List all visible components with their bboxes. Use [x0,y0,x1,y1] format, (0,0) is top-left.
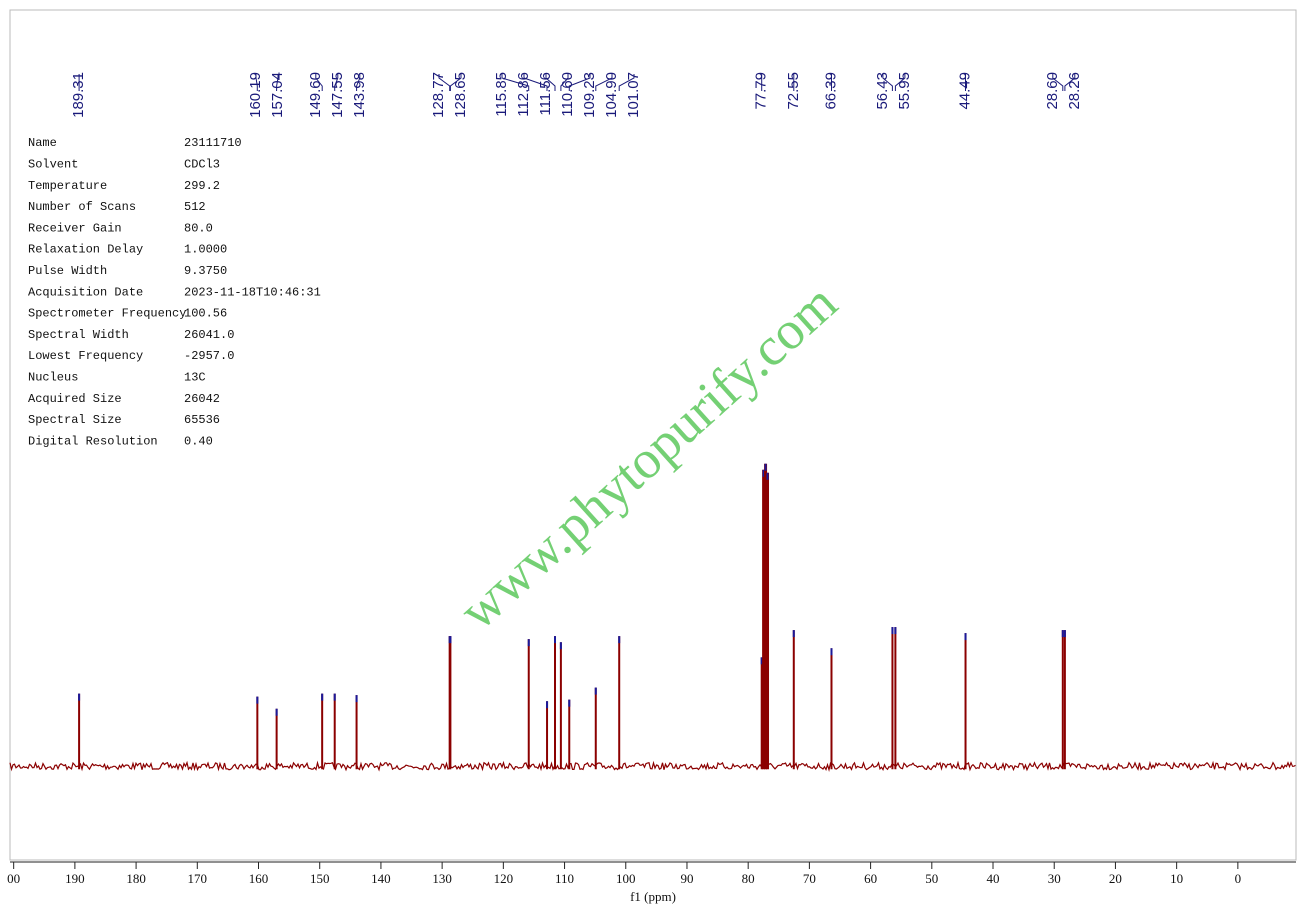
peak-label: 28.60 [1044,72,1061,110]
peak-label-connector [560,74,569,91]
param-value: 26042 [184,392,220,406]
peak-label: 160.19 [247,72,264,118]
x-axis-label: f1 (ppm) [630,889,676,904]
param-value: -2957.0 [184,349,234,363]
peak-label: 72.55 [785,72,802,110]
peak-label: 128.65 [452,72,469,118]
peak-label: 109.23 [581,72,598,118]
peak-label-connector [449,74,462,91]
peak-label: 55.95 [896,72,913,110]
param-name: Pulse Width [28,264,107,278]
param-value: 299.2 [184,179,220,193]
peak-label: 56.43 [874,72,891,110]
peak-label: 111.56 [537,72,554,116]
peak-label-connector [545,74,556,91]
param-name: Number of Scans [28,200,136,214]
param-name: Lowest Frequency [28,349,143,363]
x-tick-label: 90 [680,871,693,886]
peak-label-connector [255,74,258,91]
param-value: 512 [184,200,206,214]
peak-label-connector [276,74,279,91]
plot-frame [9,9,1297,861]
peak-label: 149.60 [307,72,324,118]
peak-label-connector [568,74,591,91]
x-tick-label: 130 [432,871,452,886]
param-name: Digital Resolution [28,434,158,448]
param-value: 9.3750 [184,264,227,278]
param-value: 0.40 [184,434,213,448]
x-tick-label: 00 [7,871,20,886]
param-value: 80.0 [184,221,213,235]
param-value: 26041.0 [184,328,234,342]
param-name: Acquired Size [28,392,122,406]
x-tick-label: 110 [555,871,574,886]
peak-label-connector [595,74,613,91]
param-value: 100.56 [184,307,227,321]
param-name: Receiver Gain [28,221,122,235]
param-value: 13C [184,370,206,384]
peak-label-connector [618,74,635,91]
param-name: Spectrometer Frequency [28,307,186,321]
x-tick-label: 30 [1048,871,1061,886]
peak-label: 189.31 [70,72,87,118]
x-tick-label: 60 [864,871,877,886]
peak-label: 77.79 [753,72,770,110]
peak-label-connector [882,74,893,91]
peak-label-connector [523,74,548,91]
x-tick-label: 50 [925,871,938,886]
peak-label: 128.77 [430,72,447,118]
x-tick-label: 150 [310,871,330,886]
baseline-noise [9,760,1296,773]
x-tick-label: 120 [494,871,514,886]
x-tick-label: 20 [1109,871,1122,886]
x-tick-label: 80 [742,871,755,886]
x-tick-label: 170 [188,871,208,886]
peak-label: 28.26 [1066,72,1083,110]
peak-label: 112.86 [515,72,532,117]
param-value: 23111710 [184,136,242,150]
param-name: Solvent [28,157,78,171]
x-tick-label: 160 [249,871,269,886]
param-name: Temperature [28,179,107,193]
param-value: 1.0000 [184,243,227,257]
param-name: Nucleus [28,370,78,384]
param-value: 2023-11-18T10:46:31 [184,285,321,299]
param-name: Name [28,136,57,150]
peak-label: 66.39 [822,72,839,110]
peak-label: 147.55 [329,72,346,118]
peak-label: 115.85 [493,72,510,117]
x-tick-label: 100 [616,871,636,886]
peak-label-connector [356,74,361,91]
peak-label: 44.49 [956,72,973,110]
param-name: Acquisition Date [28,285,143,299]
peak-label-connector [438,74,451,91]
param-name: Spectral Size [28,413,122,427]
param-value: 65536 [184,413,220,427]
x-tick-label: 190 [65,871,85,886]
peak-label: 104.90 [603,72,620,118]
x-tick-label: 70 [803,871,816,886]
peak-label-connector [1064,74,1076,91]
peak-label: 143.98 [351,72,368,118]
peak-label: 101.07 [625,72,642,118]
peak-label-connector [1052,74,1064,91]
x-tick-label: 10 [1170,871,1183,886]
peak-label: 157.04 [269,72,286,118]
peak-label-connector [334,74,339,91]
x-tick-label: 40 [987,871,1000,886]
x-tick-label: 180 [126,871,146,886]
peak-label-connector [315,74,323,91]
watermark: www.phytopurify.com [448,272,849,641]
x-tick-label: 140 [371,871,391,886]
x-tick-label: 0 [1235,871,1242,886]
param-name: Relaxation Delay [28,243,143,257]
peak-label-connector [501,74,530,91]
param-value: CDCl3 [184,157,220,171]
peak-label-connector [894,74,906,91]
param-name: Spectral Width [28,328,129,342]
